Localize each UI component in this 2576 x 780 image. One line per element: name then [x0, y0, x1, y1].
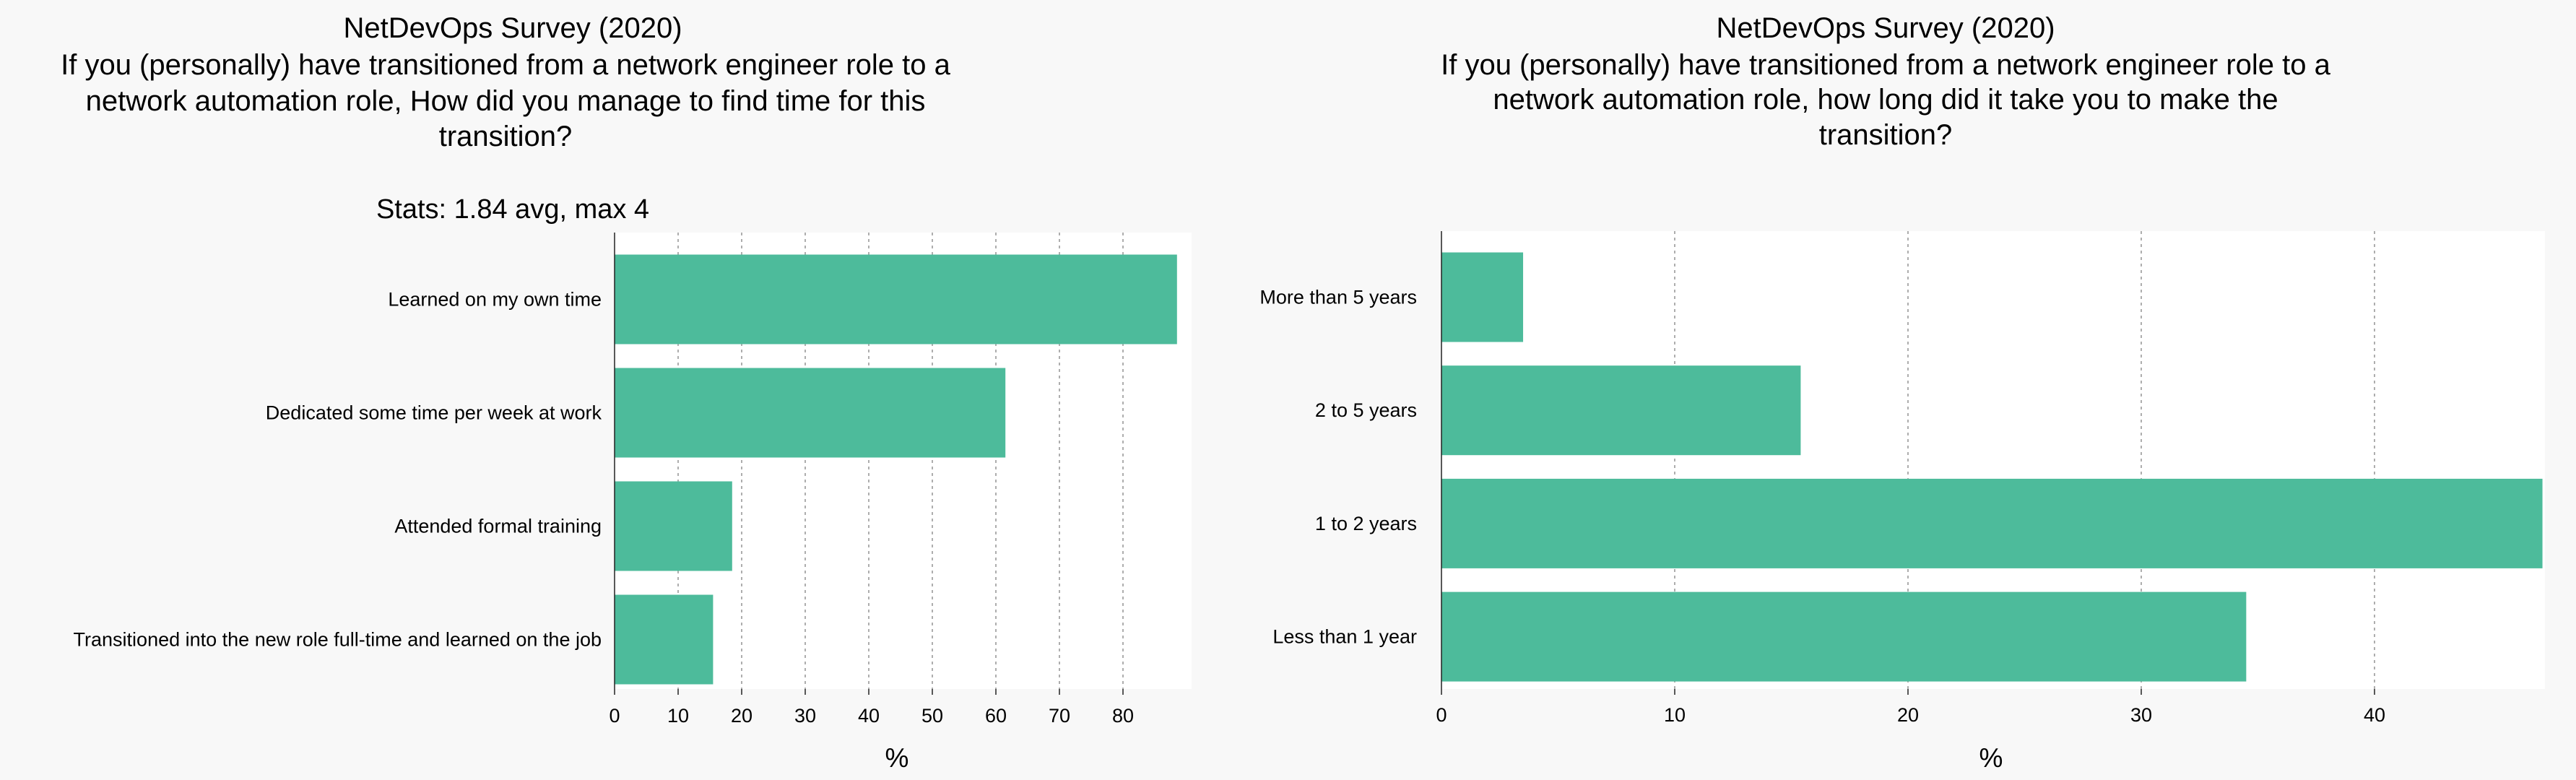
bar [615, 481, 732, 571]
bar [1441, 478, 2543, 568]
x-tick-label: 0 [1436, 704, 1447, 726]
category-label: Dedicated some time per week at work [266, 402, 602, 424]
chart-title: NetDevOps Survey (2020) [343, 12, 682, 44]
x-tick-label: 0 [609, 705, 620, 727]
x-tick-label: 20 [731, 705, 753, 727]
category-label: Learned on my own time [388, 289, 602, 311]
x-tick-label: 30 [794, 705, 816, 727]
chart-left: NetDevOps Survey (2020) If you (personal… [61, 12, 1192, 773]
x-tick-label: 30 [2130, 704, 2152, 726]
x-tick-label: 70 [1049, 705, 1070, 727]
category-label: Attended formal training [394, 516, 602, 537]
bar [615, 368, 1006, 458]
x-tick-label: 10 [1664, 704, 1686, 726]
chart-subtitle-line-1: If you (personally) have transitioned fr… [61, 49, 951, 81]
grid-lines [677, 233, 1124, 689]
chart-stats: Stats: 1.84 avg, max 4 [376, 194, 649, 225]
bar [1441, 252, 1524, 342]
x-axis-label: % [885, 743, 909, 773]
bar [615, 254, 1177, 344]
chart-right: NetDevOps Survey (2020) If you (personal… [1259, 12, 2545, 773]
x-tick-labels: 0 10 20 30 40 [1436, 689, 2385, 726]
chart-subtitle-line-3: transition? [439, 121, 573, 152]
chart-subtitle-line-2: network automation role, How did you man… [86, 85, 926, 117]
x-tick-labels: 0 10 20 30 40 50 60 70 80 [609, 689, 1134, 727]
category-labels: Learned on my own time Dedicated some tim… [74, 289, 602, 651]
category-label: 2 to 5 years [1315, 399, 1417, 421]
chart-subtitle-line-3: transition? [1819, 119, 1953, 151]
x-axis-label: % [1979, 743, 2003, 773]
category-label: Less than 1 year [1272, 626, 1417, 648]
bars [1441, 252, 2543, 682]
category-labels: More than 5 years 2 to 5 years 1 to 2 year… [1259, 287, 1417, 648]
chart-subtitle-line-2: network automation role, how long did it… [1493, 84, 2278, 116]
chart-title: NetDevOps Survey (2020) [1716, 12, 2055, 44]
x-tick-label: 20 [1897, 704, 1919, 726]
x-tick-label: 60 [985, 705, 1007, 727]
bar [615, 594, 714, 685]
category-label: Transitioned into the new role full-time… [74, 629, 602, 651]
x-tick-label: 10 [667, 705, 689, 727]
bar [1441, 592, 2247, 682]
grid-lines [1674, 231, 2375, 689]
x-tick-label: 40 [858, 705, 880, 727]
x-tick-label: 40 [2364, 704, 2385, 726]
bars [615, 254, 1177, 685]
category-label: More than 5 years [1259, 287, 1417, 308]
x-tick-label: 80 [1112, 705, 1134, 727]
bar [1441, 365, 1801, 456]
chart-subtitle-line-1: If you (personally) have transitioned fr… [1441, 49, 2331, 81]
category-label: 1 to 2 years [1315, 513, 1417, 534]
x-tick-label: 50 [921, 705, 943, 727]
